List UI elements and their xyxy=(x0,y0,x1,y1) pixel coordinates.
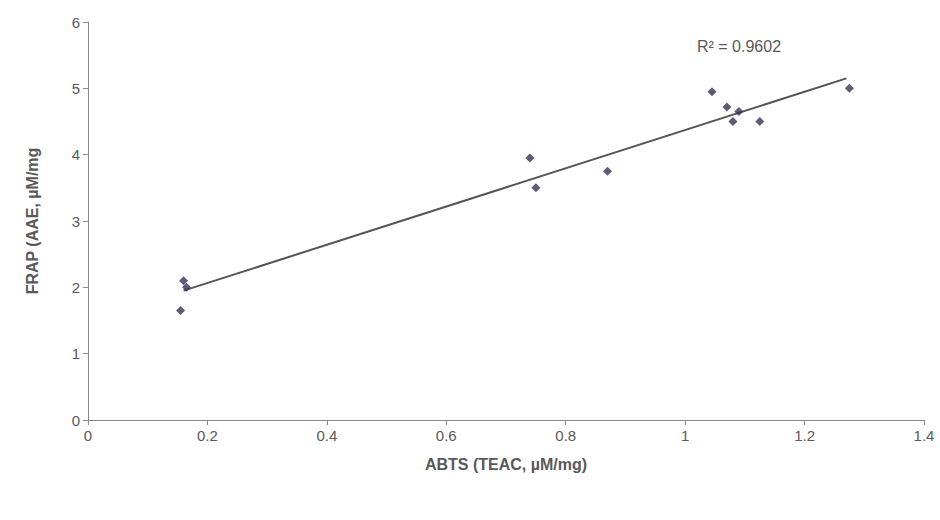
svg-text:1.4: 1.4 xyxy=(914,427,935,444)
svg-text:4: 4 xyxy=(72,146,80,163)
svg-text:2: 2 xyxy=(72,279,80,296)
svg-text:0.6: 0.6 xyxy=(436,427,457,444)
svg-text:0.2: 0.2 xyxy=(197,427,218,444)
svg-text:1.2: 1.2 xyxy=(794,427,815,444)
svg-text:1: 1 xyxy=(681,427,689,444)
svg-text:6: 6 xyxy=(72,14,80,31)
svg-text:3: 3 xyxy=(72,213,80,230)
svg-text:0: 0 xyxy=(72,412,80,429)
svg-text:1: 1 xyxy=(72,345,80,362)
svg-text:0.8: 0.8 xyxy=(555,427,576,444)
svg-text:R² = 0.9602: R² = 0.9602 xyxy=(697,38,781,55)
svg-text:5: 5 xyxy=(72,80,80,97)
svg-text:0.4: 0.4 xyxy=(316,427,337,444)
svg-text:ABTS (TEAC, µM/mg): ABTS (TEAC, µM/mg) xyxy=(425,456,587,473)
svg-text:FRAP (AAE, µM/mg: FRAP (AAE, µM/mg xyxy=(24,148,41,295)
svg-text:0: 0 xyxy=(84,427,92,444)
